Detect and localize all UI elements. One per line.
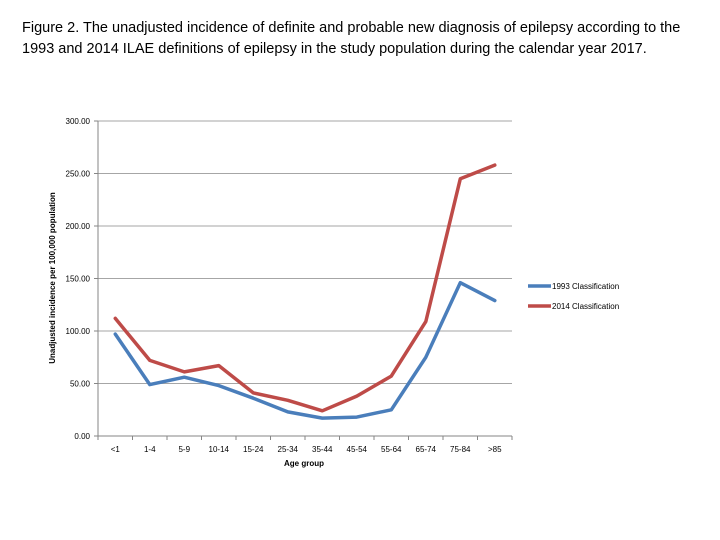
legend-label: 2014 Classification bbox=[552, 302, 619, 311]
series-line bbox=[113, 163, 497, 413]
x-tick-label: <1 bbox=[111, 445, 121, 454]
series-line bbox=[113, 280, 497, 420]
x-tick-labels: <1 1-4 5-9 10-14 15-24 25-34 35-44 45-54 55-64 65… bbox=[111, 445, 502, 454]
y-axis-title: Unadjusted incidence per 100,000 populat… bbox=[48, 192, 57, 364]
y-tick-label: 0.00 bbox=[74, 432, 90, 441]
axes bbox=[94, 120, 513, 440]
x-tick-label: 15-24 bbox=[243, 445, 264, 454]
legend-label: 1993 Classification bbox=[552, 282, 619, 291]
series-lines bbox=[113, 163, 497, 420]
y-tick-labels: 0.00 50.00 100.00 150.00 200.00 250.00 300.00 bbox=[66, 117, 91, 441]
y-tick-label: 300.00 bbox=[66, 117, 91, 126]
y-tick-label: 200.00 bbox=[66, 222, 91, 231]
x-tick-label: 5-9 bbox=[178, 445, 190, 454]
x-tick-label: 25-34 bbox=[278, 445, 299, 454]
x-tick-label: 10-14 bbox=[209, 445, 230, 454]
x-tick-label: 65-74 bbox=[416, 445, 437, 454]
x-tick-label: 75-84 bbox=[450, 445, 471, 454]
x-tick-label: 45-54 bbox=[347, 445, 368, 454]
y-tick-label: 100.00 bbox=[66, 327, 91, 336]
x-tick-label: 55-64 bbox=[381, 445, 402, 454]
x-axis-title: Age group bbox=[284, 459, 324, 468]
gridlines bbox=[98, 120, 512, 384]
x-tick-label: 35-44 bbox=[312, 445, 333, 454]
figure-caption: Figure 2. The unadjusted incidence of de… bbox=[22, 20, 681, 57]
legend: 1993 Classification 2014 Classification bbox=[528, 282, 619, 311]
y-tick-label: 250.00 bbox=[66, 170, 91, 179]
x-tick-label: 1-4 bbox=[144, 445, 156, 454]
y-tick-label: 50.00 bbox=[70, 380, 91, 389]
y-tick-label: 150.00 bbox=[66, 275, 91, 284]
x-tick-label: >85 bbox=[488, 445, 502, 454]
